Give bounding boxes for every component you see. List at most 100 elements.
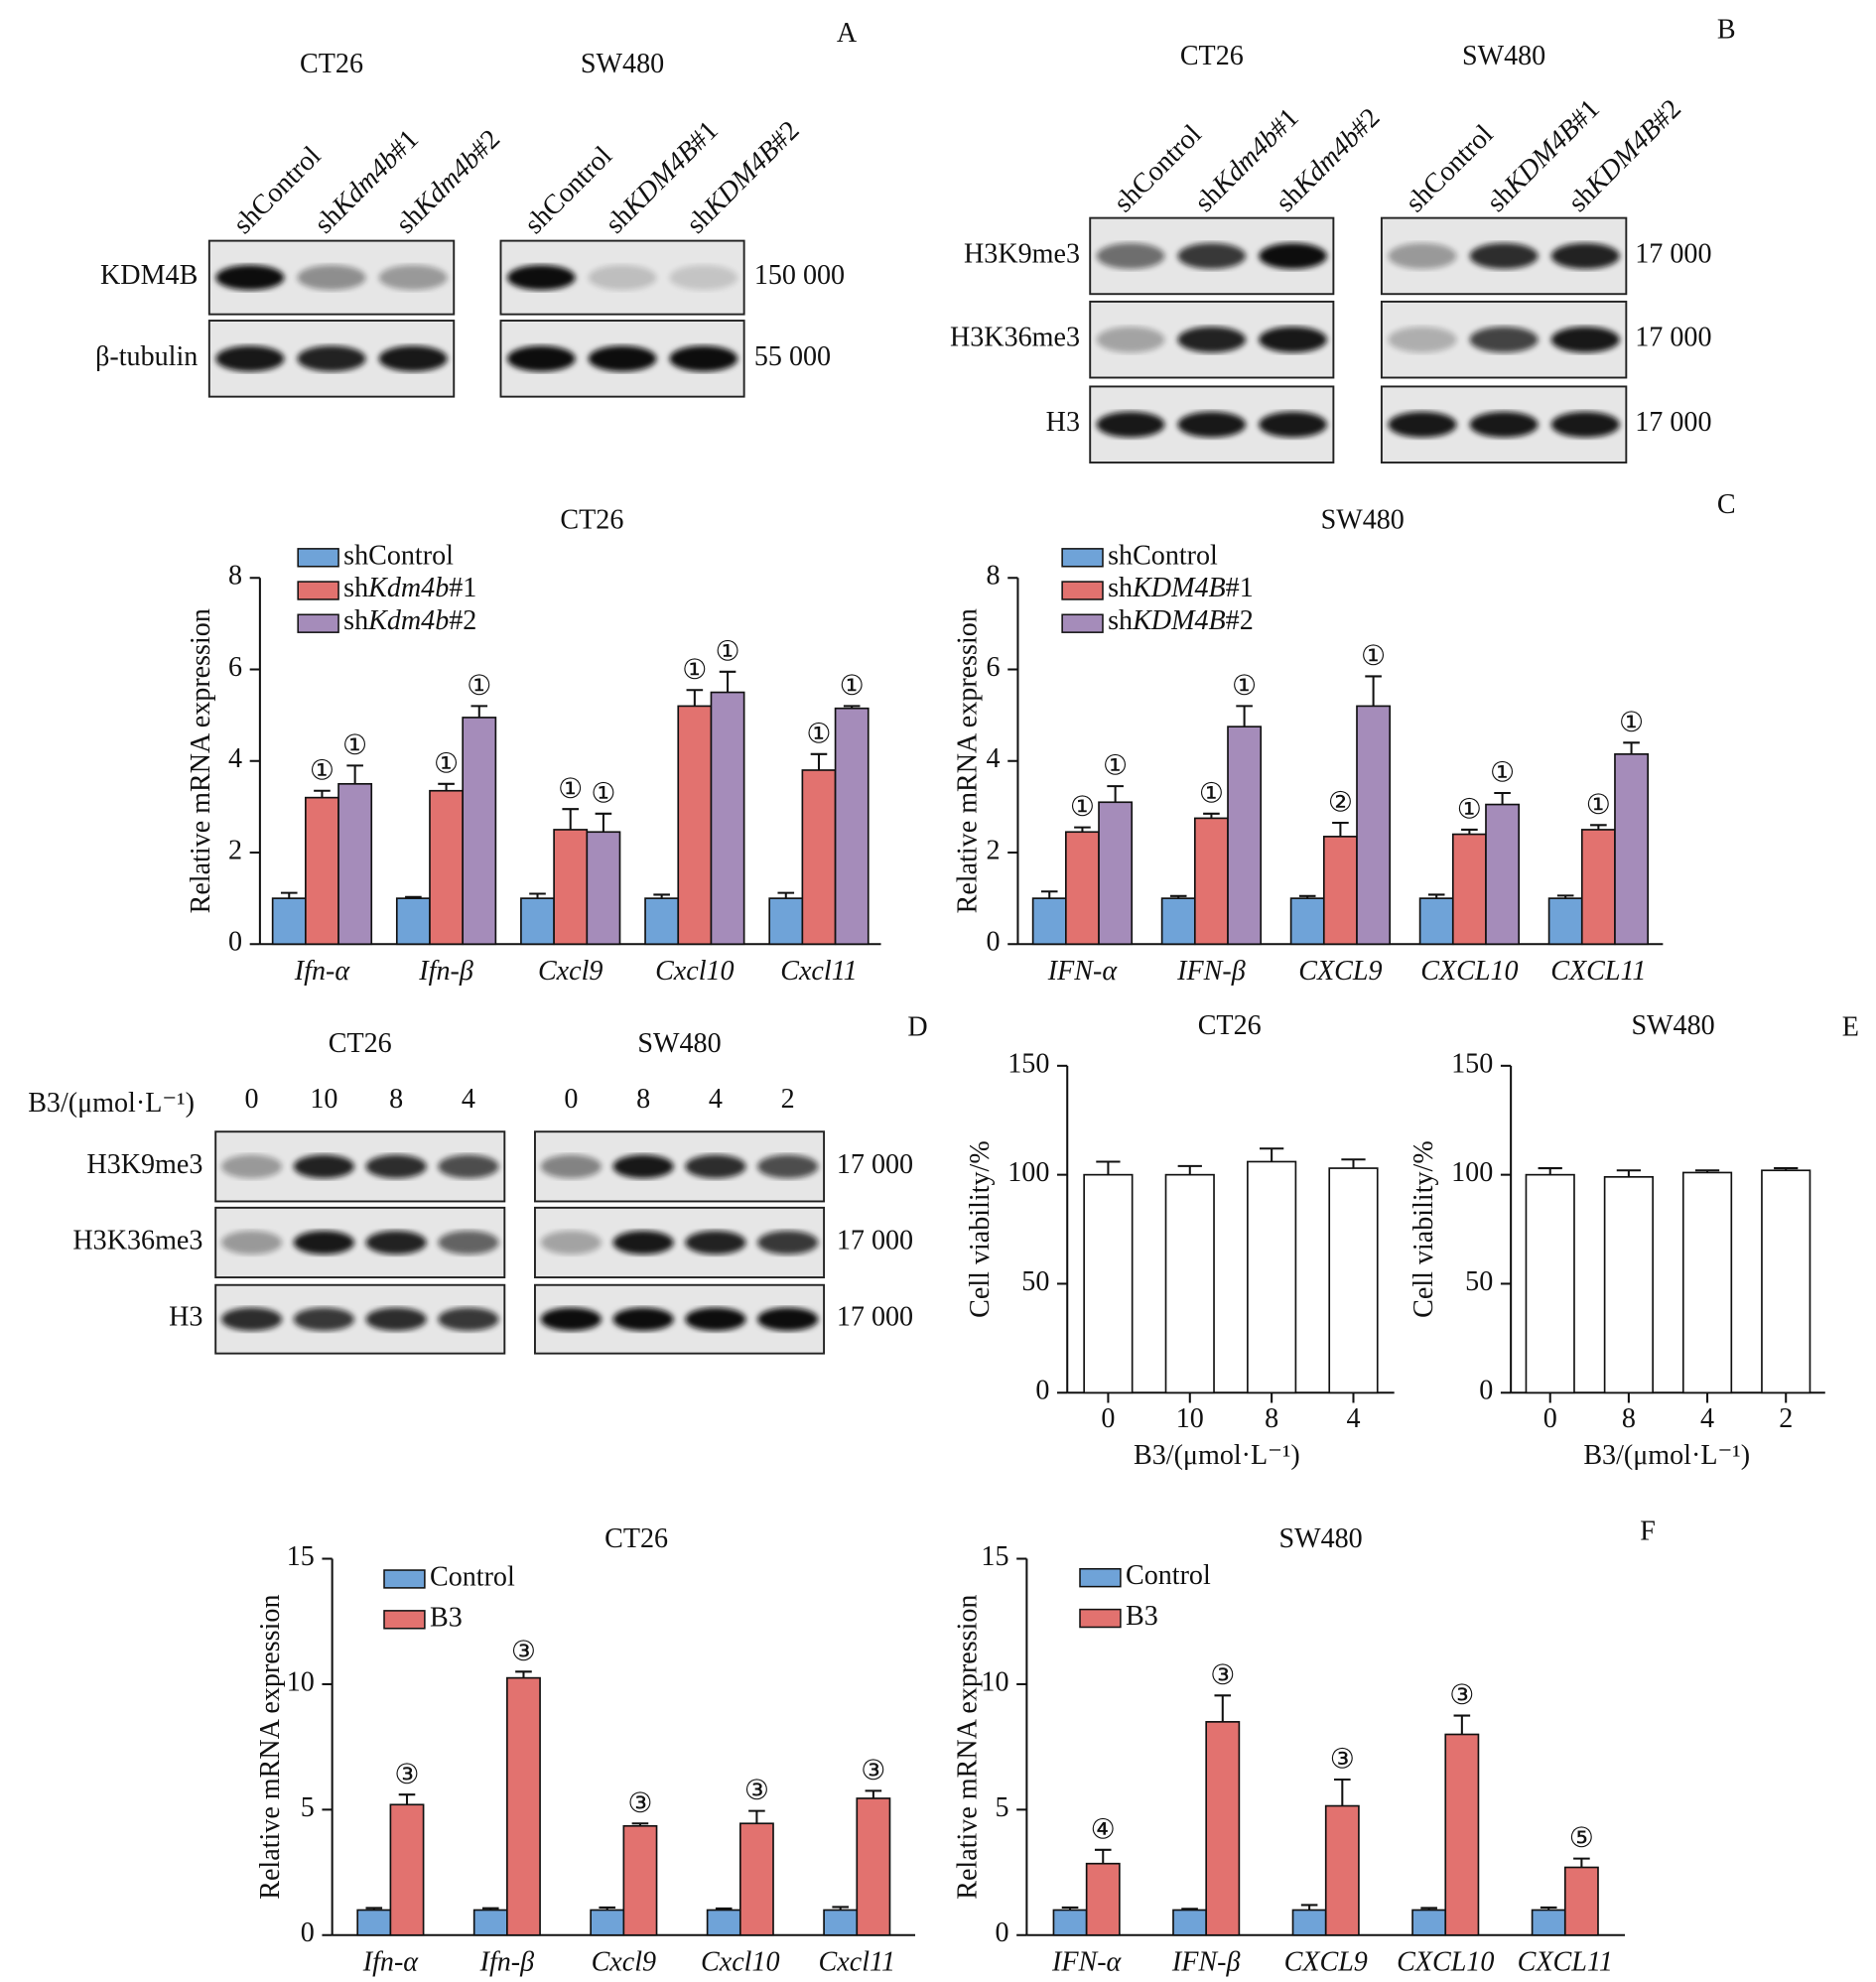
- legend-label: shKdm4b#1: [343, 573, 476, 603]
- x-tick-label: Cxcl11: [819, 1947, 895, 1978]
- cell-line-label: CT26: [1180, 41, 1244, 71]
- bar: [706, 1909, 741, 1936]
- x-tick-label: 0: [1101, 1403, 1115, 1434]
- bar: [1681, 1171, 1733, 1394]
- significance-marker: ①: [1586, 790, 1611, 821]
- x-axis-label: B3/(μmol·L⁻¹): [1134, 1440, 1300, 1471]
- legend-label: Control: [1126, 1560, 1211, 1591]
- band: [1388, 411, 1457, 438]
- size-label: 17 000: [837, 1149, 913, 1180]
- band: [1177, 327, 1247, 353]
- bar: [271, 897, 307, 946]
- significance-marker: ①: [1103, 751, 1128, 782]
- band: [1388, 242, 1457, 269]
- error-bar: [1494, 792, 1511, 805]
- significance-marker: ①: [434, 748, 459, 779]
- band: [378, 345, 448, 372]
- band: [1469, 411, 1539, 438]
- error-bar: [777, 891, 795, 899]
- error-bar: [595, 812, 612, 833]
- panel-label: F: [1640, 1516, 1656, 1546]
- bar: [1563, 1866, 1599, 1936]
- band: [365, 1307, 427, 1331]
- bar: [1418, 897, 1454, 946]
- error-bar: [1616, 1169, 1642, 1177]
- size-label: 17 000: [1635, 407, 1711, 438]
- error-bar: [631, 1822, 649, 1826]
- error-bar: [1177, 1164, 1202, 1175]
- lane-label: 10: [310, 1084, 337, 1115]
- y-tick-label: 0: [1479, 1376, 1493, 1406]
- error-bar: [1236, 705, 1253, 727]
- bar: [520, 897, 555, 946]
- bar: [738, 1822, 774, 1936]
- error-bar: [1540, 1906, 1557, 1911]
- significance-marker: ③: [861, 1756, 885, 1786]
- chart-title: CT26: [604, 1523, 668, 1554]
- band: [1177, 242, 1247, 269]
- band: [378, 265, 448, 291]
- error-bar: [1300, 1904, 1318, 1911]
- bar: [1580, 829, 1616, 946]
- band: [540, 1307, 602, 1331]
- significance-marker: ③: [511, 1637, 536, 1667]
- error-bar: [832, 1906, 849, 1911]
- row-label: H3K9me3: [86, 1149, 202, 1180]
- error-bar: [470, 705, 488, 718]
- bar: [1164, 1173, 1215, 1394]
- y-tick-label: 0: [995, 1917, 1008, 1948]
- y-tick-label: 10: [287, 1666, 315, 1697]
- error-bar: [1427, 893, 1445, 899]
- bar: [1603, 1176, 1654, 1394]
- band: [1096, 327, 1165, 353]
- band: [1388, 327, 1457, 353]
- error-bar: [438, 782, 455, 791]
- error-bar: [1061, 1906, 1079, 1911]
- band: [297, 345, 366, 372]
- row-label: H3: [169, 1302, 202, 1333]
- band: [221, 1154, 283, 1179]
- band: [612, 1154, 674, 1179]
- x-axis-label: B3/(μmol·L⁻¹): [1583, 1440, 1750, 1471]
- error-bar: [843, 705, 861, 709]
- band: [1550, 242, 1620, 269]
- error-bar: [529, 892, 546, 899]
- y-tick-label: 100: [1451, 1157, 1493, 1188]
- bar: [622, 1824, 658, 1936]
- error-bar: [405, 895, 422, 899]
- y-axis-label: Relative mRNA expression: [952, 1595, 983, 1900]
- significance-marker: ③: [1210, 1660, 1235, 1691]
- panel-label: D: [907, 1011, 927, 1042]
- band: [1096, 242, 1165, 269]
- y-axis-label: Cell viability/%: [965, 1140, 996, 1318]
- bar: [1098, 801, 1134, 946]
- significance-marker: ⑤: [1569, 1823, 1594, 1854]
- band: [1469, 242, 1539, 269]
- x-tick-label: Cxcl10: [655, 956, 735, 987]
- lane-label: shControl: [1400, 119, 1499, 218]
- error-bar: [1453, 1714, 1471, 1735]
- error-bar: [1774, 1167, 1799, 1171]
- x-tick-label: Ifn-α: [294, 956, 351, 987]
- legend-label: shKDM4B#2: [1108, 606, 1254, 637]
- legend-label: shKdm4b#2: [343, 606, 476, 637]
- significance-marker: ①: [1232, 671, 1257, 702]
- chart-title: CT26: [560, 505, 623, 536]
- error-bar: [1556, 894, 1574, 899]
- error-bar: [715, 1907, 733, 1911]
- lane-label: 0: [245, 1084, 259, 1115]
- error-bar: [748, 1809, 765, 1824]
- band: [293, 1231, 354, 1255]
- bar: [506, 1676, 541, 1936]
- bar: [768, 897, 804, 946]
- y-axis-label: Relative mRNA expression: [952, 608, 983, 913]
- band: [588, 345, 657, 372]
- bar: [1193, 817, 1229, 946]
- lane-label: 8: [636, 1084, 650, 1115]
- size-label: 17 000: [1635, 238, 1711, 269]
- y-tick-label: 0: [228, 927, 242, 958]
- band: [540, 1231, 602, 1255]
- legend-swatch: [383, 1610, 426, 1630]
- error-bar: [1341, 1158, 1366, 1169]
